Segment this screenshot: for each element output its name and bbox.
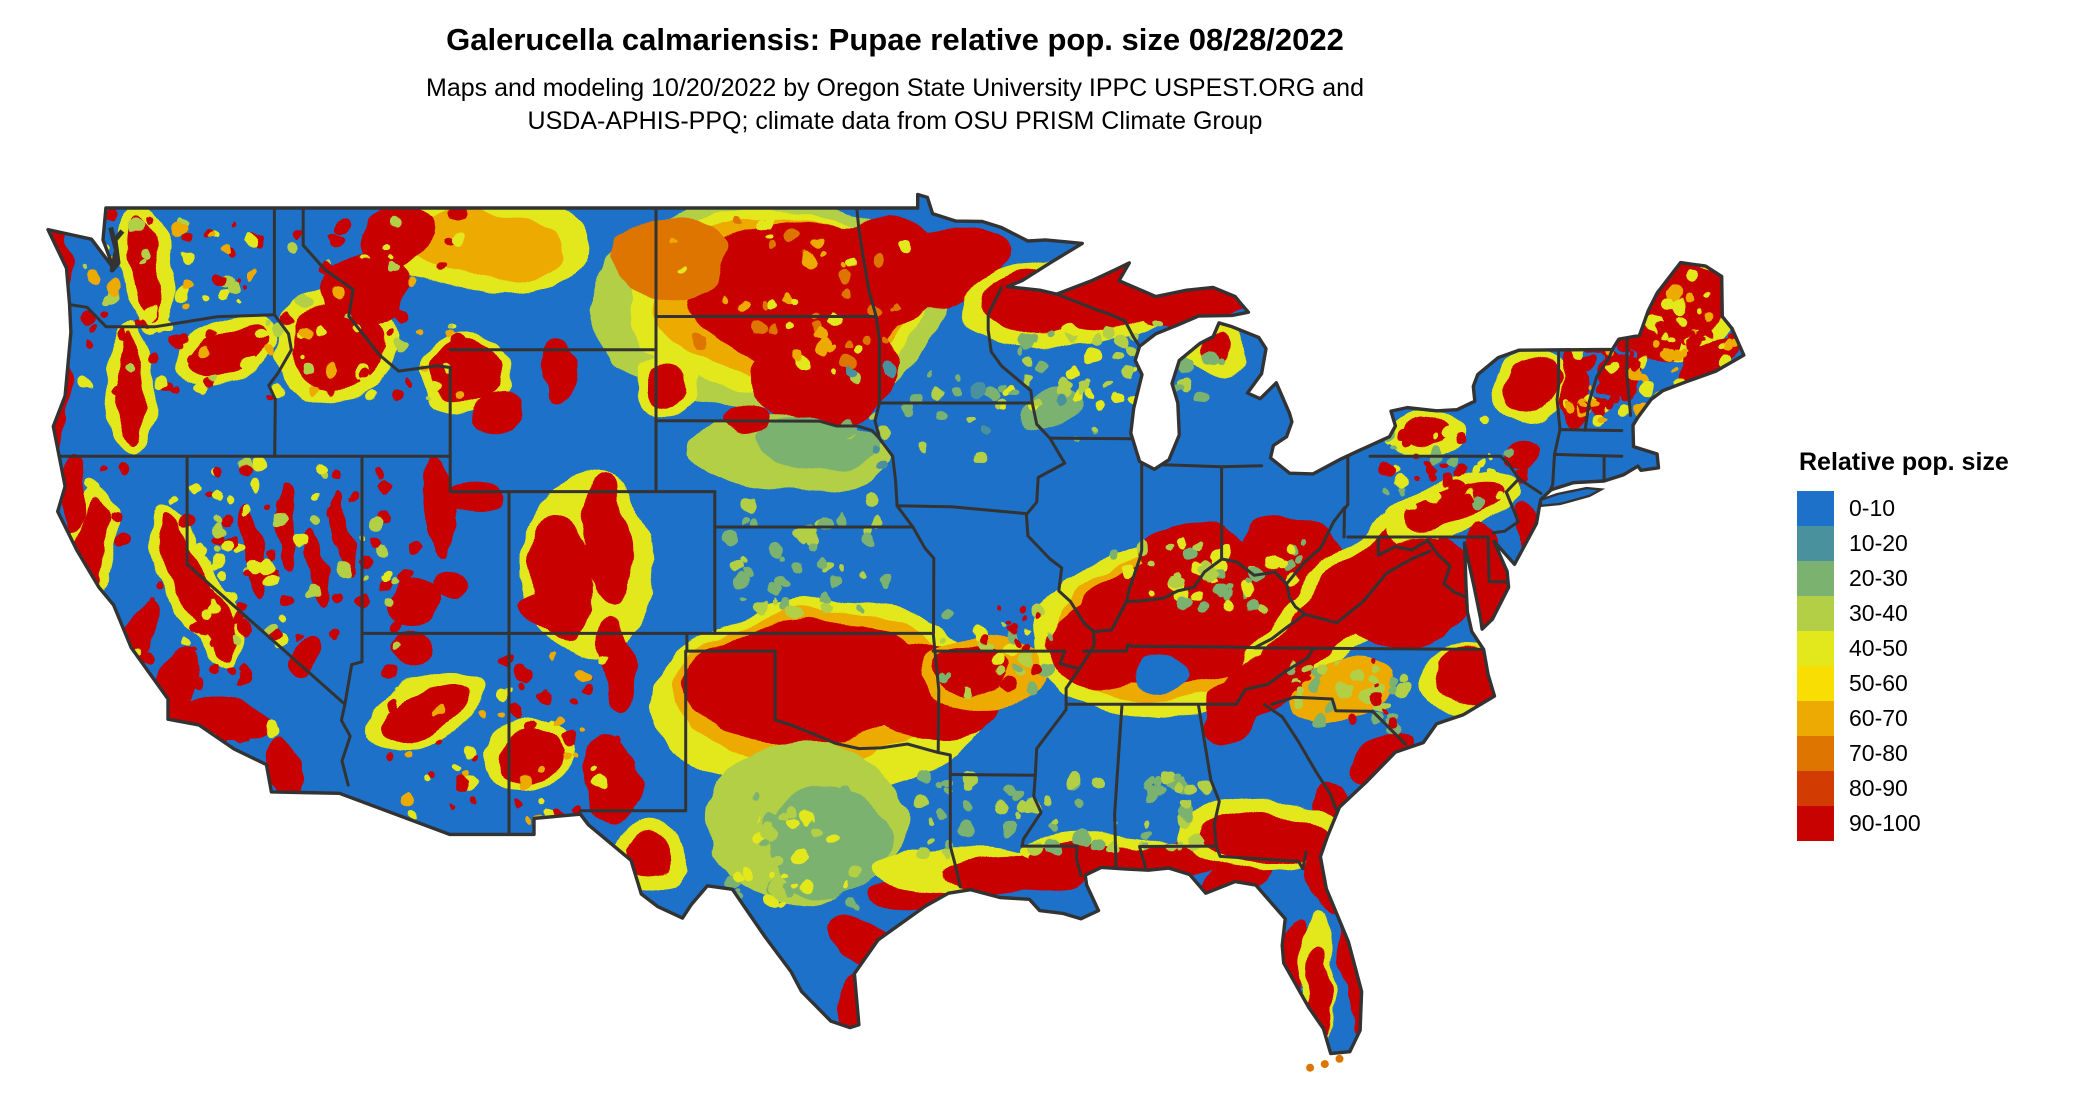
chart-subtitle-line2: USDA-APHIS-PPQ; climate data from OSU PR… <box>527 107 1263 135</box>
hotspot-region <box>583 732 638 825</box>
hotspot-region <box>387 576 440 627</box>
map-speckles <box>70 206 1743 909</box>
hotspot-region <box>599 616 636 708</box>
legend-rows: 0-10 10-20 20-30 30-40 40-50 50-60 60-70 70-80 8… <box>1797 491 2009 841</box>
hotspot-region <box>422 456 454 556</box>
legend-label: 10-20 <box>1849 530 1908 556</box>
hotspot-region <box>625 835 673 875</box>
hotspot-region <box>266 736 303 800</box>
legend-title: Relative pop. size <box>1799 448 2009 476</box>
legend-swatch <box>1797 666 1834 701</box>
hotspot-region <box>434 569 470 605</box>
legend-swatch <box>1797 736 1834 771</box>
hotspot-region <box>1135 652 1191 696</box>
legend-label: 40-50 <box>1849 635 1908 661</box>
florida-keys <box>1335 1054 1344 1063</box>
hotspot-region <box>477 389 526 438</box>
legend-item: 40-50 <box>1797 631 2009 666</box>
chart-title: Galerucella calmariensis: Pupae relative… <box>446 22 1344 57</box>
map-legend: Relative pop. size 0-10 10-20 20-30 30-40 40… <box>1797 448 2009 841</box>
hotspot-region <box>725 406 773 439</box>
legend-item: 50-60 <box>1797 666 2009 701</box>
legend-item: 60-70 <box>1797 701 2009 736</box>
hotspot-region <box>583 477 632 605</box>
hotspot-region <box>1045 601 1158 687</box>
legend-label: 80-90 <box>1849 775 1908 801</box>
long-island <box>1539 486 1606 508</box>
map-raster <box>48 194 1744 1054</box>
hotspot-region <box>410 210 563 284</box>
state-borders <box>57 206 1633 889</box>
hotspot-region <box>1198 812 1334 866</box>
hotspot-region <box>750 308 895 427</box>
legend-swatch <box>1797 701 1834 736</box>
hotspot-region <box>58 452 87 538</box>
hotspot-region <box>1504 438 1537 467</box>
hotspot-region <box>681 622 928 744</box>
legend-item: 90-100 <box>1797 806 2009 841</box>
hotspot-region <box>306 527 330 612</box>
legend-swatch <box>1797 806 1834 841</box>
us-outline <box>46 192 1746 1056</box>
hotspot-region <box>500 730 562 781</box>
legend-swatch <box>1797 771 1834 806</box>
hotspot-region <box>1404 480 1504 535</box>
legend-label: 0-10 <box>1849 495 1896 521</box>
legend-swatch <box>1797 561 1834 596</box>
hotspot-region <box>1502 358 1559 416</box>
florida-keys <box>1306 1063 1315 1072</box>
legend-swatch <box>1797 596 1834 631</box>
hotspot-region <box>392 633 432 666</box>
legend-item: 80-90 <box>1797 771 2009 806</box>
chart-header: Galerucella calmariensis: Pupae relative… <box>0 22 1790 138</box>
chart-subtitle-line1: Maps and modeling 10/20/2022 by Oregon S… <box>426 74 1364 102</box>
legend-item: 30-40 <box>1797 596 2009 631</box>
hotspot-region <box>519 589 584 632</box>
legend-item: 20-30 <box>1797 561 2009 596</box>
hotspot-region <box>1435 651 1509 708</box>
hotspot-region <box>242 504 268 600</box>
legend-label: 20-30 <box>1849 565 1908 591</box>
hotspot-region <box>537 336 575 399</box>
legend-item: 70-80 <box>1797 736 2009 771</box>
puget-sound <box>108 226 125 273</box>
florida-keys <box>1320 1060 1329 1069</box>
legend-swatch <box>1797 631 1834 666</box>
legend-label: 50-60 <box>1849 670 1908 696</box>
legend-label: 90-100 <box>1849 810 1921 836</box>
legend-label: 60-70 <box>1849 705 1908 731</box>
legend-item: 0-10 <box>1797 491 2009 526</box>
legend-item: 10-20 <box>1797 526 2009 561</box>
legend-label: 30-40 <box>1849 600 1908 626</box>
hotspot-region <box>1202 683 1265 740</box>
legend-swatch <box>1797 491 1834 526</box>
hotspot-region <box>642 365 687 409</box>
legend-swatch <box>1797 526 1834 561</box>
hotspot-region <box>610 215 728 301</box>
hotspot-region <box>1348 733 1413 789</box>
hotspot-region <box>127 210 161 323</box>
hotspot-region <box>156 517 236 661</box>
hotspot-region <box>766 785 890 900</box>
legend-label: 70-80 <box>1849 740 1908 766</box>
